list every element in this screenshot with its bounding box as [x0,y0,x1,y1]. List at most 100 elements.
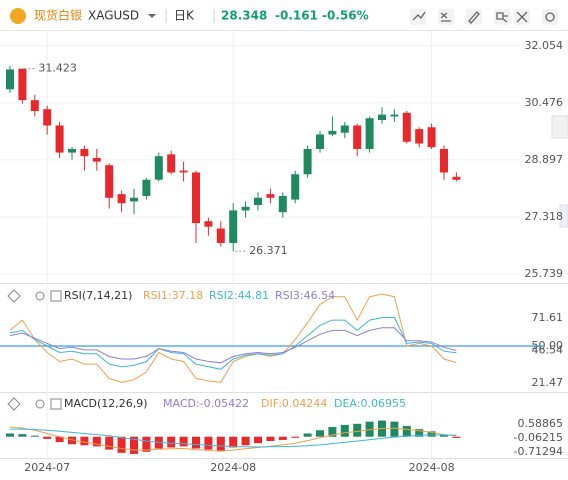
candle-body [365,118,374,149]
annotation-label: 31.423 [38,62,77,75]
candle-body [68,148,76,153]
collapse-icon[interactable] [7,289,21,303]
candle-body [30,100,39,112]
x-tick-label: 2024-07 [24,461,70,474]
candle-body [192,172,200,224]
macd-line [9,428,457,448]
legend-entry: MACD:-0.05422 [163,397,249,410]
macd-bar [80,436,89,446]
legend-entry: RSI3:46.54 [275,289,335,302]
period[interactable]: 日K [174,9,195,23]
y-tick-label: 21.47 [532,376,564,389]
macd-bar [105,436,114,450]
annotation-label: 26.371 [249,244,288,257]
macd-bar [204,436,213,450]
y-tick-label: 32.054 [525,39,564,52]
pen-icon[interactable] [468,11,480,24]
indicator-icon[interactable] [412,11,426,21]
price: 28.348 [221,9,267,23]
candle-body [92,158,101,162]
panel-title: MACD(12,26,9) [64,397,148,410]
toolbar-button[interactable] [466,9,482,25]
macd-bar [415,429,424,437]
candle-body [216,228,225,243]
candle-body [130,197,138,202]
fullscreen-icon[interactable] [516,11,528,23]
macd-bar [167,436,176,448]
dropdown-icon[interactable] [148,14,156,18]
macd-bar [68,436,76,445]
candle-body [167,154,176,173]
settings-icon[interactable] [545,12,555,22]
panel-title: RSI(7,14,21) [64,289,132,302]
candle-body [254,197,262,205]
candle-body [278,195,287,213]
candle-body [440,148,448,173]
candle-body [80,148,89,157]
candle-body [43,109,52,126]
draw-icon[interactable] [440,12,451,22]
legend-entry: RSI2:44.81 [209,289,269,302]
change: -0.161 [275,9,318,23]
macd-bar [43,436,52,439]
macd-bar [130,436,138,454]
template-icon[interactable] [496,12,508,23]
change-pct: -0.56% [322,9,369,23]
candle-body [204,221,213,227]
macd-bar [241,436,250,446]
macd-bar [402,425,411,437]
macd-bar [142,436,151,452]
macd-bar [427,431,436,437]
legend-entry: RSI1:37.18 [143,289,203,302]
x-tick-label: 2024-08 [210,461,256,474]
candle-body [340,125,349,133]
candle-body [266,194,275,198]
macd-bar [6,433,14,437]
y-tick-label: -0.06215 [514,431,563,444]
side-button[interactable] [551,115,568,139]
candle-body [303,148,312,175]
collapse-icon[interactable] [7,397,21,411]
candle-body [154,156,163,180]
candle-body [328,130,337,135]
macd-bar [291,436,300,438]
candle-body [6,69,14,90]
candle-body [452,176,461,180]
macd-bar [440,434,448,437]
candle-body [105,165,114,198]
candle-body [427,127,436,148]
settings-icon[interactable] [35,291,45,301]
macd-bar [316,430,324,437]
macd-bar [278,436,287,440]
macd-bar [254,436,262,444]
checkbox[interactable] [50,398,62,410]
candle-body [378,114,386,121]
candle-body [241,206,250,211]
candle-body [142,179,151,196]
y-tick-label: 71.61 [532,311,564,324]
y-tick-label: 27.318 [525,210,564,223]
y-tick-label: 0.58865 [518,417,564,430]
macd-bar [179,436,188,447]
legend-entry: DIF:0.04244 [261,397,327,410]
instrument-name: 现货白银 [34,8,82,23]
candle-body [402,112,411,142]
settings-icon[interactable] [35,399,45,409]
checkbox[interactable] [50,290,62,302]
symbol[interactable]: XAGUSD [88,9,139,23]
toolbar-button[interactable] [542,9,558,25]
candle-body [291,174,300,200]
macd-bar [117,436,126,453]
y-tick-label: -0.71294 [514,445,563,458]
macd-bar [328,427,337,437]
candle-body [353,125,362,149]
macd-bar [353,423,362,437]
macd-bar [192,436,200,449]
candle-body [18,68,27,101]
x-tick-label: 2024-08 [409,461,455,474]
side-tab[interactable] [559,204,568,228]
toolbar-button[interactable] [410,9,426,25]
candle-body [55,125,64,153]
